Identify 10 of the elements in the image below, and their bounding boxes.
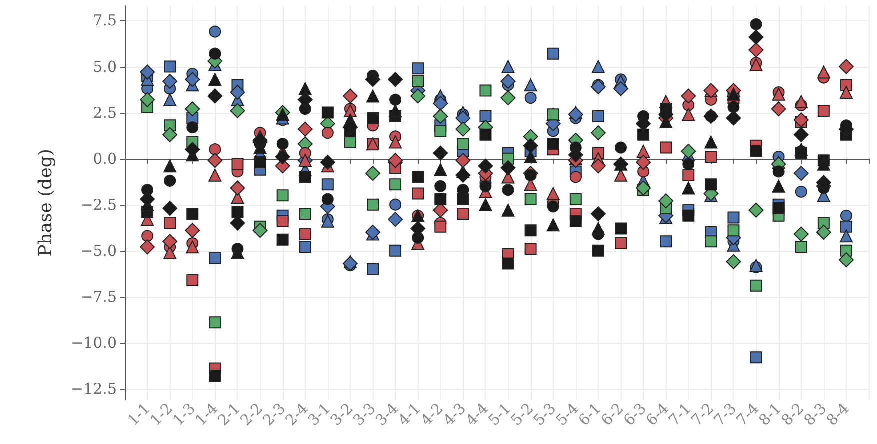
y-tick-label: −12.5	[71, 380, 117, 398]
y-tick-label: −2.5	[80, 196, 117, 214]
y-tick-label: 2.5	[93, 104, 117, 122]
y-tick-label: 7.5	[93, 12, 117, 30]
y-tick-label: −10.0	[71, 334, 117, 352]
y-axis-title: Phase (deg)	[36, 149, 56, 257]
y-tick-label: 5.0	[93, 58, 117, 76]
y-tick-label: −7.5	[80, 288, 117, 306]
y-tick-label: 0.0	[93, 150, 117, 168]
y-tick-label: −5.0	[80, 242, 117, 260]
